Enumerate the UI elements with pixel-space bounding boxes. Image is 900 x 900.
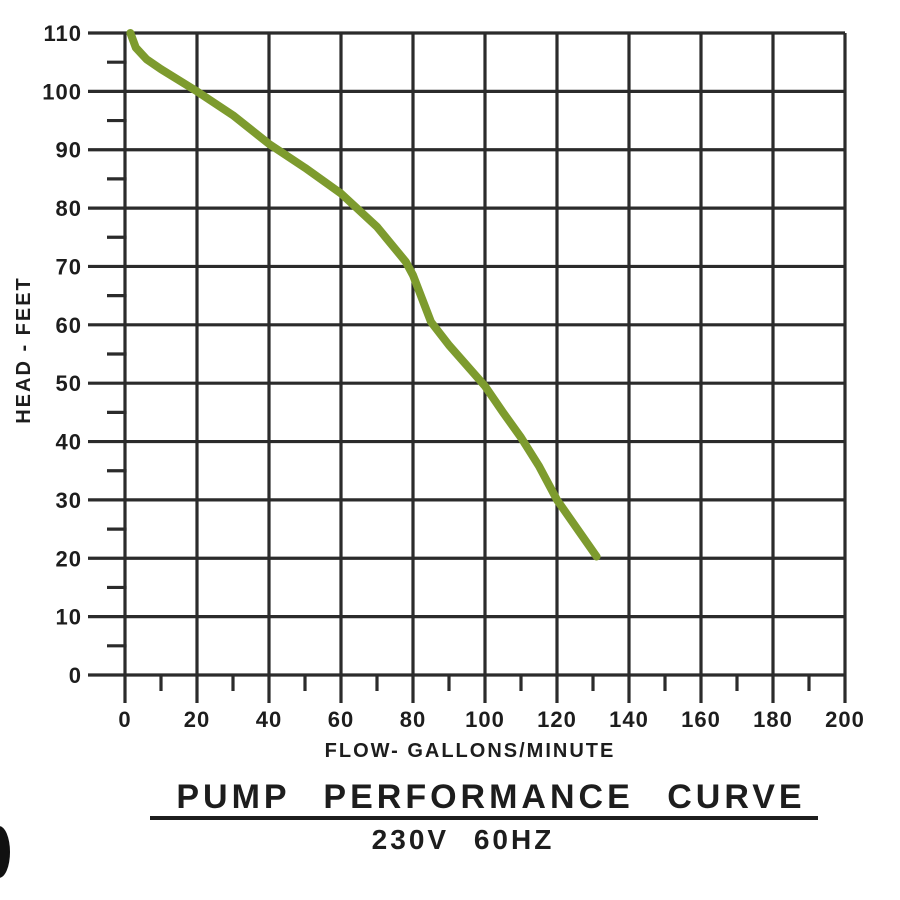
performance-curve-line [126, 29, 601, 561]
y-tick-label: 0 [69, 663, 82, 688]
x-tick-label: 60 [328, 707, 354, 732]
x-tick-label: 140 [609, 707, 649, 732]
y-tick-label: 90 [56, 138, 82, 163]
y-tick-label: 10 [56, 605, 82, 630]
x-tick-label: 20 [184, 707, 210, 732]
y-tick-label: 50 [56, 371, 82, 396]
y-tick-label: 20 [56, 546, 82, 571]
x-tick-label: 200 [825, 707, 865, 732]
y-tick-label: 60 [56, 313, 82, 338]
chart-title: PUMP PERFORMANCE CURVE [176, 778, 806, 816]
y-tick-label: 100 [42, 79, 82, 104]
pump-curve [126, 29, 601, 561]
y-tick-label: 80 [56, 196, 82, 221]
axis-labels: 0 10 20 30 40 50 60 70 80 90 100 110 0 20 40 60 80 100 120… [13, 21, 865, 762]
x-tick-label: 100 [465, 707, 505, 732]
photo-fragment [0, 826, 10, 878]
y-tick-label: 40 [56, 430, 82, 455]
x-tick-label: 120 [537, 707, 577, 732]
y-tick-label: 110 [44, 21, 83, 46]
grid-lines [88, 31, 847, 703]
x-tick-label: 160 [681, 707, 721, 732]
x-tick-label: 80 [400, 707, 426, 732]
x-tick-label: 180 [753, 707, 793, 732]
y-tick-label: 70 [56, 254, 82, 279]
x-tick-label: 40 [256, 707, 282, 732]
x-tick-label: 0 [118, 707, 131, 732]
x-axis-title: FLOW- GALLONS/MINUTE [325, 740, 616, 762]
axis-ticks [107, 60, 811, 691]
chart-subtitle: 230V 60HZ [371, 824, 555, 855]
y-tick-label: 30 [56, 488, 82, 513]
title-underline [150, 816, 818, 820]
y-axis-title: HEAD - FEET [13, 276, 35, 424]
